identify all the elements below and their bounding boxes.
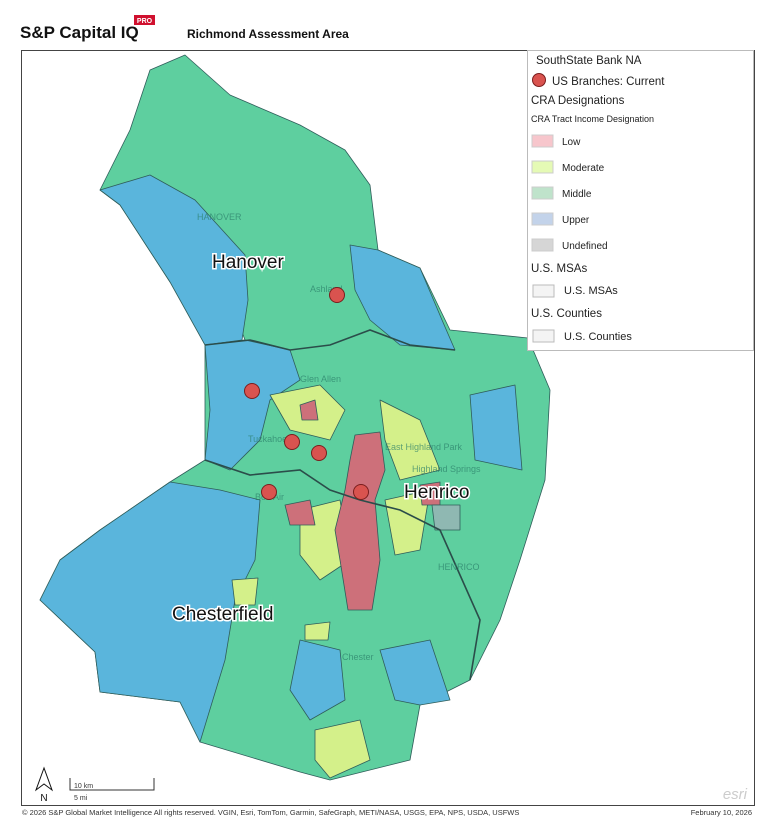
place-label: Glen Allen (300, 374, 341, 384)
north-arrow (34, 766, 54, 792)
north-label: N (40, 793, 47, 804)
moderate-tracts (314, 719, 371, 779)
place-label: East Highland Park (385, 442, 463, 452)
date: February 10, 2026 (691, 808, 752, 817)
place-label: Highland Springs (412, 464, 481, 474)
branch-marker[interactable] (329, 287, 345, 303)
place-label: HENRICO (438, 562, 480, 572)
legend-branches: US Branches: Current (552, 76, 665, 88)
esri-logo: esri (723, 786, 748, 803)
legend-item: U.S. Counties (564, 331, 632, 343)
legend-swatch (531, 212, 554, 226)
legend-title: SouthState Bank NA (536, 55, 642, 67)
place-label: HANOVER (197, 212, 242, 222)
low-tracts (334, 431, 386, 611)
low-tracts (299, 399, 319, 421)
legend-item: Low (562, 137, 581, 148)
legend-swatch (531, 134, 554, 148)
place-label: Chester (342, 652, 374, 662)
scale-mi: 5 mi (74, 795, 88, 802)
legend-heading: U.S. MSAs (531, 263, 587, 275)
brand: S&P Capital IQ (20, 23, 139, 42)
upper-tracts (99, 174, 249, 346)
map (39, 54, 551, 781)
place-label: Tuckahoe (248, 434, 287, 444)
copyright: © 2026 S&P Global Market Intelligence Al… (22, 808, 519, 817)
scale-bar (69, 778, 155, 791)
legend-item: Moderate (562, 163, 605, 174)
legend-item: Undefined (562, 241, 608, 252)
moderate-tracts (379, 399, 441, 481)
county-label: Chesterfield (172, 604, 273, 625)
legend-swatch (532, 284, 555, 298)
county-label: Hanover (212, 252, 284, 273)
branch-marker[interactable] (311, 445, 327, 461)
legend-item: Upper (562, 215, 590, 226)
legend-item: Middle (562, 189, 592, 200)
moderate-tracts (304, 621, 331, 641)
legend-box (527, 50, 754, 351)
legend-subheading: CRA Tract Income Designation (531, 114, 654, 124)
legend-swatch (531, 160, 554, 174)
legend-item: U.S. MSAs (564, 285, 618, 297)
scale-km: 10 km (74, 783, 93, 790)
undefined-tracts (431, 504, 461, 531)
legend: SouthState Bank NA US Branches: Current … (527, 50, 754, 351)
badge: PRO (137, 18, 153, 25)
legend-swatch (532, 329, 555, 343)
low-tracts (284, 499, 316, 526)
county-line (204, 329, 456, 351)
legend-heading: CRA Designations (531, 95, 625, 107)
branches (244, 287, 369, 500)
upper-tracts (289, 639, 346, 721)
report-title: Richmond Assessment Area (187, 27, 349, 41)
place-label: Ashland (310, 284, 343, 294)
upper-tracts (469, 384, 523, 471)
moderate-tracts (231, 577, 259, 606)
legend-branch-swatch (532, 73, 546, 87)
branch-marker[interactable] (353, 484, 369, 500)
branch-marker[interactable] (244, 383, 260, 399)
legend-heading: U.S. Counties (531, 308, 602, 320)
legend-swatch (531, 186, 554, 200)
county-line (204, 459, 481, 681)
branch-marker[interactable] (261, 484, 277, 500)
branch-marker[interactable] (284, 434, 300, 450)
moderate-tracts (384, 489, 431, 556)
county-label: Henrico (404, 482, 469, 503)
legend-swatch (531, 238, 554, 252)
upper-tracts (379, 639, 451, 706)
badge-bg (134, 15, 155, 25)
